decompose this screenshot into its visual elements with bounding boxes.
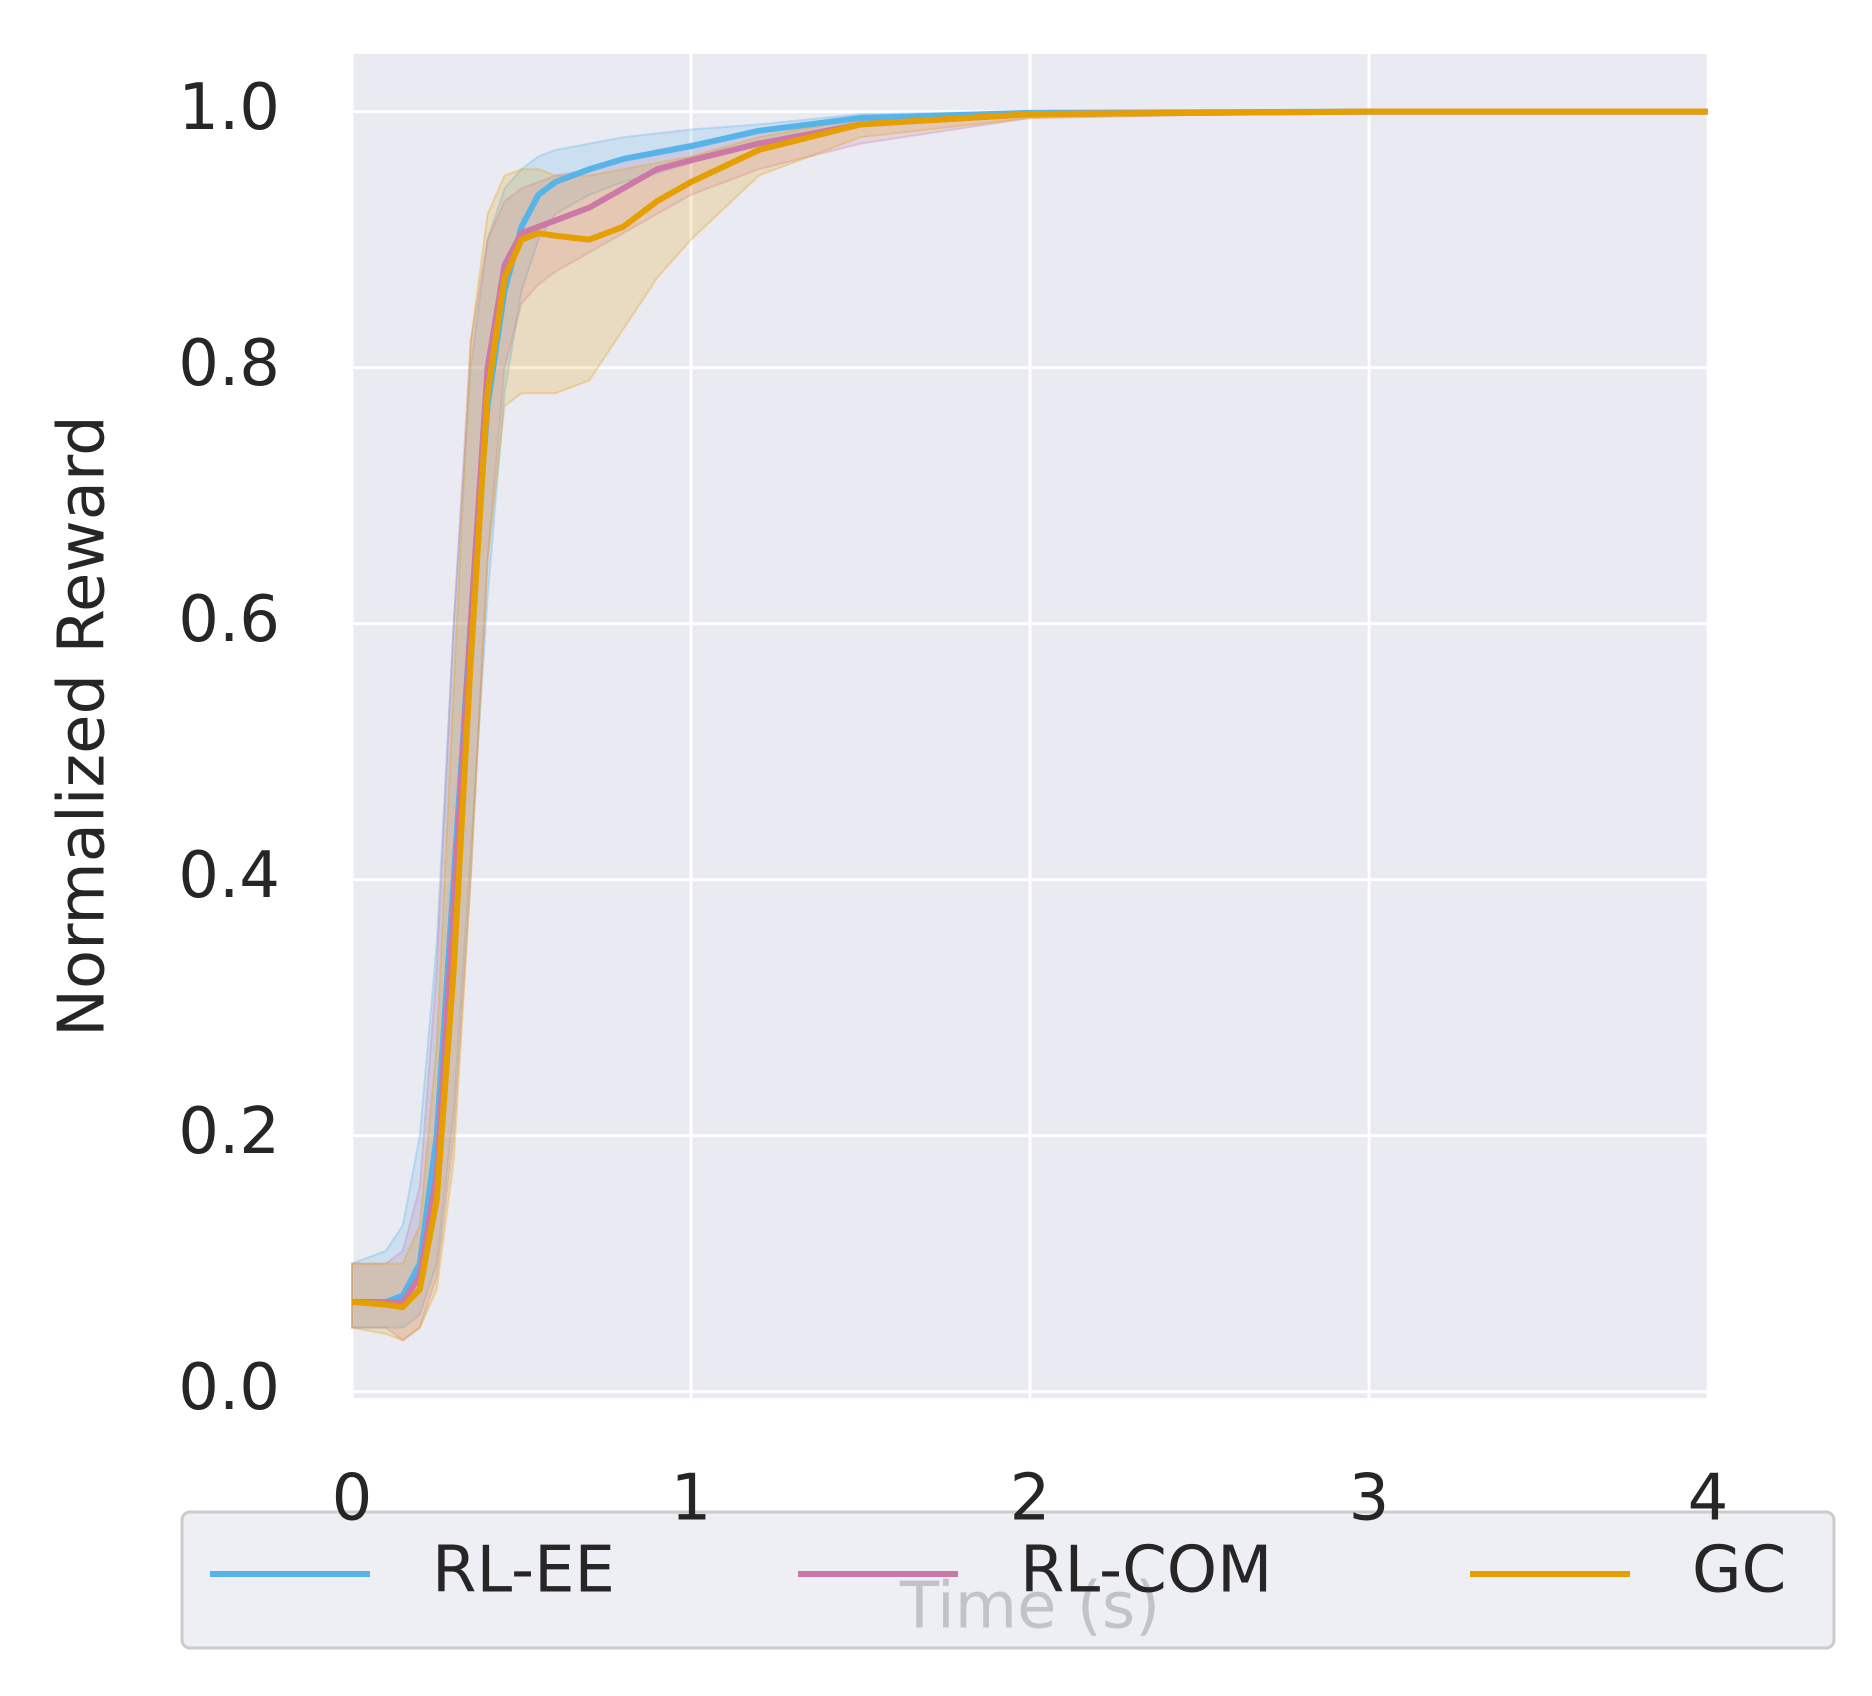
marks — [351, 108, 1708, 1342]
x-tick-label: 0 — [332, 1462, 373, 1536]
line — [352, 108, 1708, 1305]
x-tick-label: 4 — [1688, 1462, 1729, 1536]
legend: RL-EE RL-COM GC — [180, 1510, 1836, 1650]
legend-label: GC — [1692, 1534, 1786, 1608]
y-tick-label: 0.4 — [178, 839, 280, 913]
grid — [350, 54, 1710, 1398]
y-tick-label: 0.0 — [178, 1351, 280, 1425]
legend-box — [180, 1510, 1836, 1650]
x-tick-label: 2 — [1010, 1462, 1051, 1536]
y-axis-label: Normalized Reward — [46, 415, 120, 1037]
y-tick-label: 1.0 — [178, 71, 280, 145]
legend-label: RL-COM — [1020, 1534, 1272, 1608]
x-tick-label: 1 — [671, 1462, 712, 1536]
line — [351, 108, 1708, 1311]
y-tick-label: 0.2 — [178, 1095, 280, 1169]
x-tick-label: 3 — [1349, 1462, 1390, 1536]
y-tick-label: 0.8 — [178, 327, 280, 401]
legend-label: RL-EE — [432, 1534, 615, 1608]
y-tick-label: 0.6 — [178, 583, 280, 657]
